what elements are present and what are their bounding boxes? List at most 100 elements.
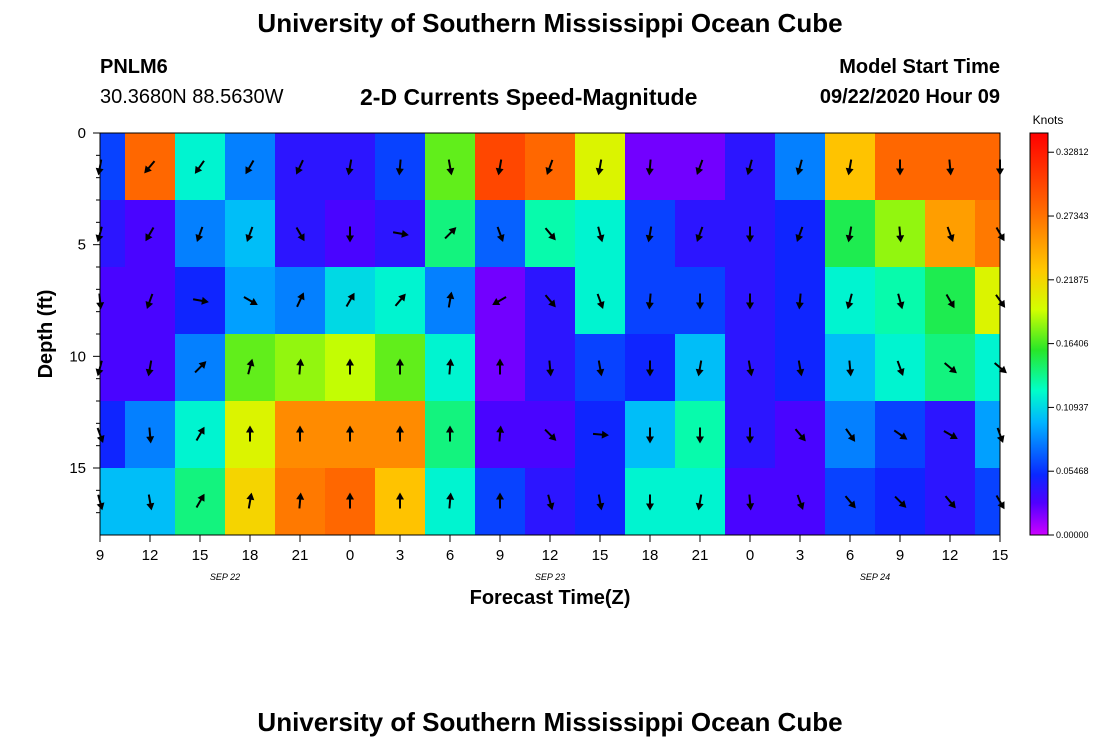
current-vector-arrow xyxy=(192,296,209,305)
current-vector-arrow xyxy=(596,226,605,243)
station-id: PNLM6 xyxy=(100,56,168,78)
vector-head xyxy=(946,168,955,176)
vector-head xyxy=(246,492,255,501)
vector-head xyxy=(346,425,354,433)
vector-head xyxy=(446,358,455,366)
colorbar-tick-label: 0.05468 xyxy=(1056,466,1089,476)
vector-head xyxy=(646,436,654,444)
vector-head xyxy=(997,233,1005,242)
x-tick-label: 0 xyxy=(746,547,754,564)
vector-head xyxy=(95,368,104,377)
current-vector-arrow xyxy=(346,358,354,375)
vector-head xyxy=(947,300,955,309)
current-vector-arrow xyxy=(845,159,854,176)
vector-head xyxy=(96,435,105,443)
current-vector-arrow xyxy=(296,425,304,442)
vector-head xyxy=(546,369,555,377)
current-vector-arrow xyxy=(546,360,555,377)
current-vector-arrow xyxy=(645,226,654,243)
current-vector-arrow xyxy=(746,494,755,511)
x-tick-label: 9 xyxy=(96,547,104,564)
vector-head xyxy=(448,227,457,235)
vector-head xyxy=(596,368,605,377)
current-vector-arrow xyxy=(896,293,905,310)
current-vector-arrow xyxy=(795,159,804,176)
vector-head xyxy=(496,425,505,433)
current-vector-arrow xyxy=(695,494,704,511)
heatmap-cell xyxy=(100,401,126,469)
vector-head xyxy=(645,168,654,176)
x-tick-label: 21 xyxy=(292,547,309,564)
colorbar-tick-label: 0.32812 xyxy=(1056,147,1089,157)
vector-head xyxy=(798,433,806,442)
current-vector-arrow xyxy=(646,494,654,511)
current-vector-arrow xyxy=(896,226,905,243)
y-tick-label: 0 xyxy=(78,125,86,142)
x-tick-label: 18 xyxy=(642,547,659,564)
current-vector-arrow xyxy=(194,160,205,174)
current-vector-arrow xyxy=(695,360,704,377)
vector-head xyxy=(395,168,404,176)
current-vector-arrow xyxy=(496,358,504,375)
current-vector-arrow xyxy=(496,425,505,442)
current-vector-arrow xyxy=(394,293,406,307)
vector-head xyxy=(396,358,404,366)
vector-head xyxy=(346,235,354,243)
current-vector-arrow xyxy=(646,427,654,444)
vector-head xyxy=(495,167,504,176)
current-vector-arrow xyxy=(846,360,855,377)
x-date-label: SEP 23 xyxy=(535,572,565,582)
x-tick-label: 18 xyxy=(242,547,259,564)
current-vector-arrow xyxy=(345,159,354,176)
current-vector-arrow xyxy=(746,427,754,444)
heatmap-cell xyxy=(100,267,126,335)
x-tick-label: 15 xyxy=(592,547,609,564)
chart-title: University of Southern Mississippi Ocean… xyxy=(257,8,843,38)
current-vector-arrow xyxy=(396,425,404,442)
vector-head xyxy=(145,368,154,377)
vector-head xyxy=(696,302,704,310)
vector-head xyxy=(695,502,704,511)
vector-head xyxy=(896,368,905,376)
vector-head xyxy=(249,298,258,305)
vector-head xyxy=(997,501,1005,510)
vector-head xyxy=(297,292,305,301)
vector-head xyxy=(645,234,654,243)
current-vector-arrow xyxy=(194,361,207,374)
vector-head xyxy=(846,369,855,377)
vector-head xyxy=(296,358,305,366)
current-vector-arrow xyxy=(795,293,804,310)
current-vector-arrow xyxy=(946,159,955,176)
current-vector-arrow xyxy=(596,494,605,511)
current-vector-arrow xyxy=(444,227,457,240)
vector-head xyxy=(795,234,804,242)
x-date-label: SEP 24 xyxy=(860,572,890,582)
current-vector-arrow xyxy=(144,160,156,174)
vector-head xyxy=(345,167,354,176)
vector-head xyxy=(596,301,605,309)
vector-head xyxy=(396,492,404,500)
current-vector-arrow xyxy=(845,293,854,310)
current-vector-arrow xyxy=(596,293,605,309)
colorbar xyxy=(1029,132,1049,536)
current-vector-arrow xyxy=(496,492,504,509)
vector-head xyxy=(197,493,205,502)
colorbar-tick-label: 0.21875 xyxy=(1056,275,1089,285)
current-vector-arrow xyxy=(492,296,507,305)
current-vector-arrow xyxy=(645,293,654,310)
y-tick-label: 10 xyxy=(69,348,86,365)
current-vector-arrow xyxy=(496,226,505,242)
vector-head xyxy=(492,298,501,305)
vector-head xyxy=(401,229,409,238)
vector-head xyxy=(201,296,209,305)
current-vector-arrow xyxy=(896,360,905,376)
x-tick-label: 15 xyxy=(992,547,1009,564)
current-vector-arrow xyxy=(346,226,354,243)
vector-head xyxy=(746,235,754,243)
vector-head xyxy=(948,500,956,509)
vector-head xyxy=(745,167,754,176)
vector-head xyxy=(548,433,557,441)
current-vector-arrow xyxy=(845,428,856,442)
vector-head xyxy=(896,301,905,310)
